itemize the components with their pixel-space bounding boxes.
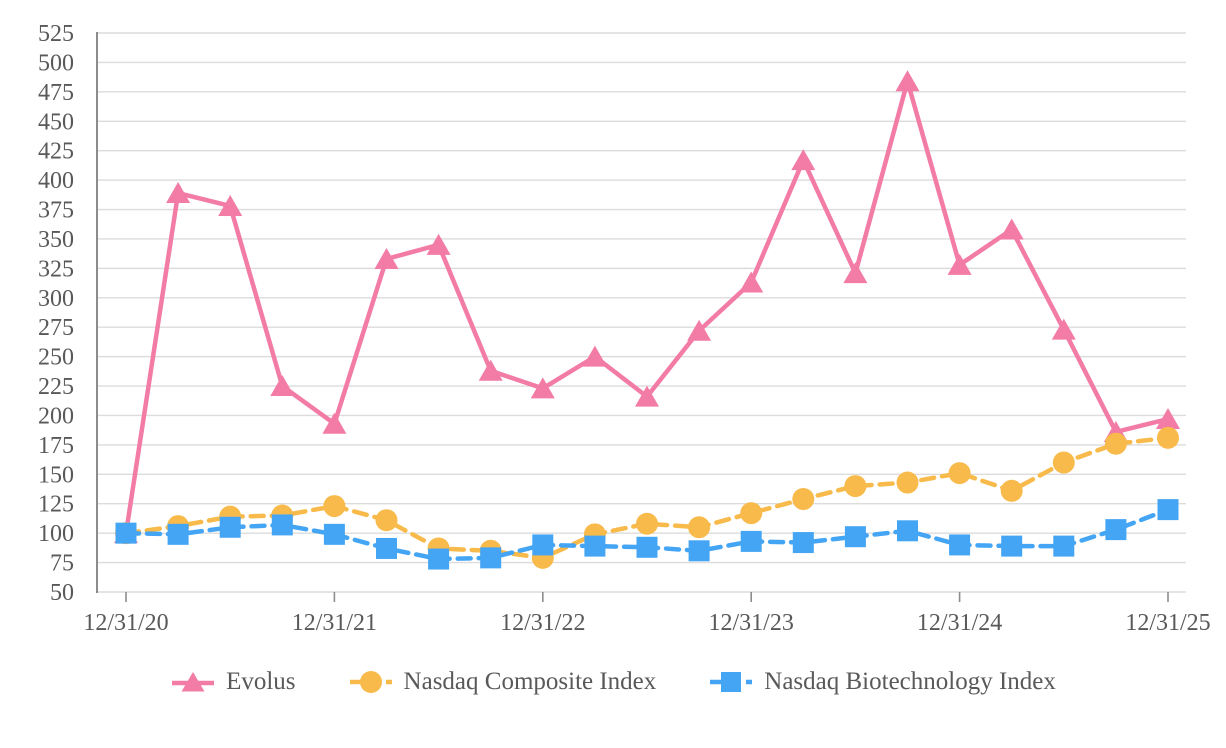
y-axis-tick-label: 175 — [38, 433, 74, 459]
data-point-marker-triangle — [843, 262, 868, 284]
data-point-marker-circle — [688, 516, 711, 539]
y-axis-tick-label: 250 — [38, 345, 74, 371]
data-point-marker-square — [740, 530, 762, 552]
x-axis-tick-label: 12/31/24 — [917, 610, 1002, 636]
y-axis-tick-label: 350 — [38, 227, 74, 253]
data-point-marker-triangle — [218, 194, 243, 216]
series-line-triangle — [123, 79, 1171, 536]
y-axis-tick-label: 275 — [38, 315, 74, 341]
data-point-marker-square — [844, 526, 866, 548]
y-axis-tick-label: 300 — [38, 286, 74, 312]
y-axis-tick-label: 475 — [38, 80, 74, 106]
data-point-marker-triangle — [1156, 408, 1180, 430]
data-point-marker-circle — [636, 512, 658, 535]
data-point-marker-triangle — [687, 319, 712, 341]
x-axis-tick-label: 12/31/23 — [709, 610, 794, 636]
legend-label-nasdaq-biotech: Nasdaq Biotechnology Index — [764, 668, 1056, 695]
y-axis-tick-label: 400 — [38, 168, 74, 194]
data-point-marker-triangle — [947, 253, 972, 275]
data-point-marker-circle — [948, 462, 971, 485]
data-point-marker-square — [323, 523, 345, 545]
data-point-marker-circle — [844, 475, 867, 498]
data-point-marker-circle — [1052, 451, 1075, 474]
data-point-marker-square — [428, 548, 450, 570]
nasdaq-composite-legend-marker-icon — [349, 671, 392, 693]
data-point-marker-square — [480, 547, 502, 569]
x-axis-tick-label: 12/31/20 — [83, 610, 168, 636]
data-point-marker-circle — [896, 471, 919, 494]
data-point-marker-square — [532, 534, 554, 556]
data-point-marker-square — [636, 536, 658, 558]
chart-plot-area: 525 500 475 450 425 400 375 350 325 300 275 250 225 2… — [38, 21, 1211, 636]
data-point-marker-triangle — [530, 377, 555, 399]
data-point-marker-triangle — [322, 412, 347, 434]
data-point-marker-triangle — [739, 271, 764, 293]
data-point-marker-triangle — [791, 149, 816, 171]
data-point-marker-square — [688, 540, 710, 562]
y-axis-tick-label: 200 — [38, 403, 74, 429]
data-point-marker-square — [219, 516, 241, 538]
y-axis-tick-label: 500 — [38, 50, 74, 76]
data-point-marker-circle — [1157, 426, 1179, 449]
data-point-marker-triangle — [478, 359, 503, 381]
data-point-marker-square — [949, 534, 971, 556]
data-point-marker-square — [1105, 519, 1127, 541]
y-axis-tick-label: 525 — [38, 21, 74, 47]
legend-item-evolus: Evolus — [170, 668, 296, 696]
x-axis-tick-label: 12/31/22 — [500, 610, 585, 636]
data-point-marker-square — [271, 514, 293, 536]
legend-item-nasdaq-composite: Nasdaq Composite Index — [348, 668, 657, 696]
data-point-marker-square — [897, 520, 918, 542]
data-point-marker-circle — [375, 509, 398, 532]
data-point-marker-circle — [1000, 479, 1023, 502]
data-point-marker-circle — [323, 495, 346, 518]
x-axis-tick-label: 12/31/25 — [1125, 610, 1210, 636]
nasdaq-biotech-legend-marker-icon — [710, 672, 753, 692]
data-point-marker-square — [1001, 535, 1023, 557]
y-axis-tick-label: 450 — [38, 109, 74, 135]
y-axis-tick-label: 75 — [50, 551, 74, 577]
data-point-marker-square — [376, 537, 397, 559]
y-axis-tick-label: 425 — [38, 139, 74, 165]
y-axis-tick-label: 375 — [38, 198, 74, 224]
chart-legend: Evolus Nasdaq Composite Index Nasdaq Bio… — [0, 668, 1226, 696]
data-point-marker-triangle — [1051, 318, 1076, 340]
legend-item-nasdaq-biotech: Nasdaq Biotechnology Index — [708, 668, 1056, 696]
x-axis-tick-label: 12/31/21 — [292, 610, 377, 636]
data-point-marker-circle — [1104, 432, 1127, 455]
data-point-marker-triangle — [426, 233, 451, 255]
data-point-marker-triangle — [999, 218, 1024, 240]
data-point-marker-circle — [792, 488, 815, 511]
data-point-marker-triangle — [895, 70, 920, 92]
legend-label-nasdaq-composite: Nasdaq Composite Index — [403, 668, 657, 695]
y-axis-tick-label: 100 — [38, 521, 74, 547]
data-point-marker-triangle — [166, 182, 191, 204]
y-axis-tick-label: 225 — [38, 374, 74, 400]
data-point-marker-triangle — [582, 345, 607, 367]
legend-label-evolus: Evolus — [226, 668, 296, 695]
data-point-marker-triangle — [374, 247, 399, 269]
y-axis-tick-label: 50 — [50, 580, 74, 606]
y-axis-tick-label: 150 — [38, 462, 74, 488]
y-axis-tick-label: 325 — [38, 256, 74, 282]
data-point-marker-square — [584, 535, 606, 557]
data-point-marker-triangle — [635, 385, 659, 407]
data-point-marker-square — [167, 523, 189, 545]
data-point-marker-circle — [740, 502, 763, 525]
data-point-marker-triangle — [270, 375, 295, 397]
y-axis-tick-label: 125 — [38, 492, 74, 518]
data-point-marker-square — [1053, 535, 1075, 557]
evolus-legend-marker-icon — [172, 672, 215, 692]
data-point-marker-square — [115, 522, 137, 544]
data-point-marker-square — [792, 532, 814, 554]
data-point-marker-square — [1157, 499, 1179, 521]
